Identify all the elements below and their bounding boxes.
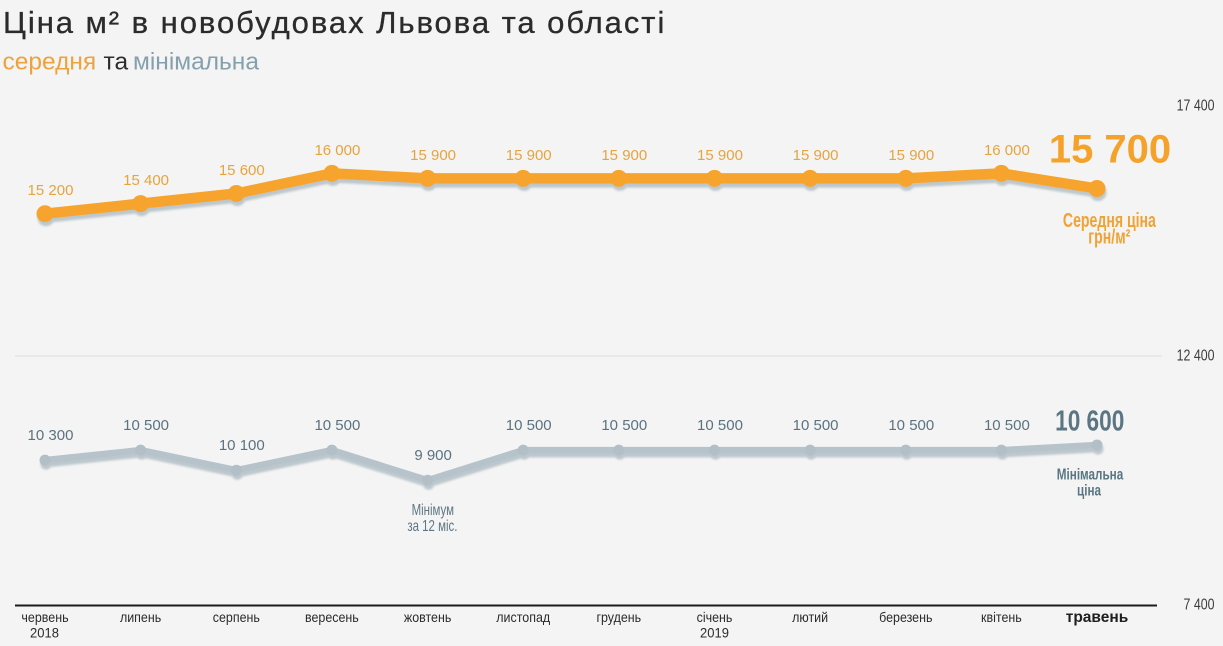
svg-text:10 500: 10 500 [697,417,743,434]
svg-text:мінімальна: мінімальна [133,49,259,76]
svg-text:10 500: 10 500 [888,417,934,434]
svg-text:жовтень: жовтень [404,609,452,625]
svg-text:червень: червень [21,609,68,625]
svg-text:січень: січень [697,609,733,625]
svg-text:15 900: 15 900 [410,147,456,164]
svg-text:за 12 міс.: за 12 міс. [407,517,457,534]
svg-text:2019: 2019 [700,625,729,641]
svg-text:ціна: ціна [1077,482,1101,499]
svg-text:10 100: 10 100 [219,437,265,454]
svg-text:2018: 2018 [30,625,59,641]
svg-text:10 500: 10 500 [793,417,839,434]
svg-text:15 900: 15 900 [697,147,743,164]
svg-text:15 900: 15 900 [888,147,934,164]
svg-text:10 500: 10 500 [601,417,647,434]
svg-text:Середня ціна: Середня ціна [1063,209,1156,232]
svg-text:15 900: 15 900 [793,147,839,164]
svg-text:та: та [104,49,129,76]
svg-text:7 400: 7 400 [1184,595,1215,613]
svg-text:16 000: 16 000 [984,142,1030,159]
svg-text:10 500: 10 500 [123,417,169,434]
svg-text:15 700: 15 700 [1049,128,1171,172]
svg-text:15 900: 15 900 [601,147,647,164]
svg-text:грудень: грудень [596,609,641,625]
svg-text:17 400: 17 400 [1177,96,1215,114]
svg-text:травень: травень [1066,609,1129,626]
svg-text:10 500: 10 500 [314,417,360,434]
svg-text:15 600: 15 600 [219,162,265,179]
svg-text:15 200: 15 200 [28,182,74,199]
svg-text:лютий: лютий [792,609,828,625]
svg-text:грн/м²: грн/м² [1088,225,1130,248]
svg-text:березень: березень [879,609,932,625]
svg-text:12 400: 12 400 [1177,346,1215,364]
svg-text:середня: середня [3,49,97,76]
svg-text:10 500: 10 500 [506,417,552,434]
svg-text:Мінімальна: Мінімальна [1057,466,1124,483]
svg-text:листопад: листопад [496,609,550,625]
svg-text:вересень: вересень [305,609,359,625]
svg-text:Ціна м² в новобудовах Львова т: Ціна м² в новобудовах Львова та області [3,5,666,40]
svg-text:Мінімум: Мінімум [412,501,454,518]
svg-text:серпень: серпень [213,609,260,625]
svg-text:16 000: 16 000 [314,142,360,159]
svg-text:10 500: 10 500 [984,417,1030,434]
svg-text:липень: липень [120,609,161,625]
svg-text:15 400: 15 400 [123,172,169,189]
svg-text:10 300: 10 300 [28,427,74,444]
svg-text:9 900: 9 900 [414,447,452,464]
svg-text:10 600: 10 600 [1055,404,1124,437]
svg-text:15 900: 15 900 [506,147,552,164]
svg-text:квітень: квітень [981,609,1022,625]
